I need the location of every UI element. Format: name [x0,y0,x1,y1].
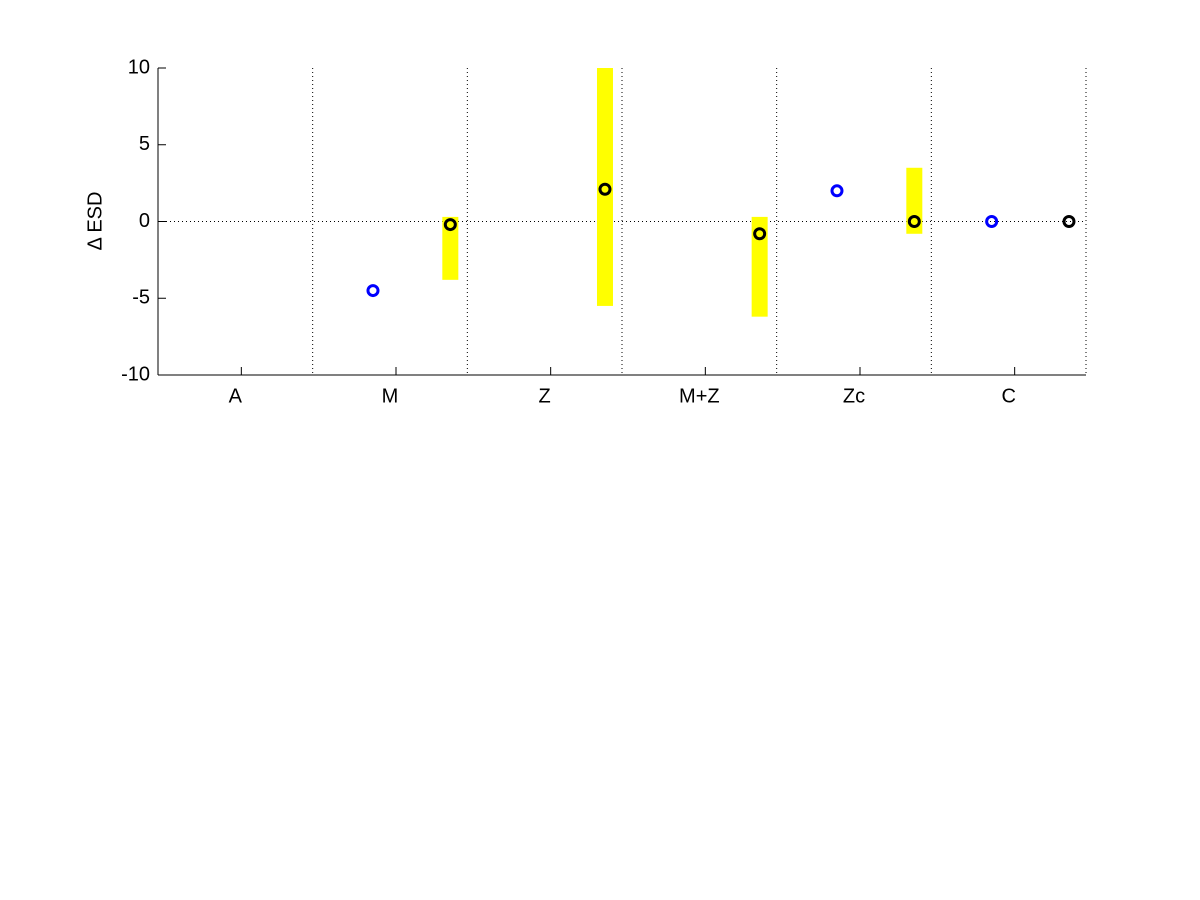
y-tick-label: -5 [132,287,150,309]
y-tick-label: 5 [139,133,150,155]
x-tick-label: A [229,385,243,407]
point [443,218,457,232]
range-bar [596,68,613,306]
x-tick-label: C [1001,385,1015,407]
point [830,184,844,198]
range-bar [442,216,459,280]
y-tick-label: 10 [128,56,150,78]
point [598,182,612,196]
y-tick-label: 0 [139,210,150,232]
point [985,215,999,228]
x-tick-label: Zc [843,385,865,407]
point [753,227,767,241]
x-tick-label: M [382,385,399,407]
point [366,284,380,298]
point [907,215,921,228]
x-tick-label: Z [539,385,551,407]
y-axis-label: Δ ESD [84,192,106,251]
x-tick-label: M+Z [679,385,720,407]
range-bar [751,216,768,317]
y-tick-label: -10 [121,363,150,385]
point [1062,215,1076,228]
